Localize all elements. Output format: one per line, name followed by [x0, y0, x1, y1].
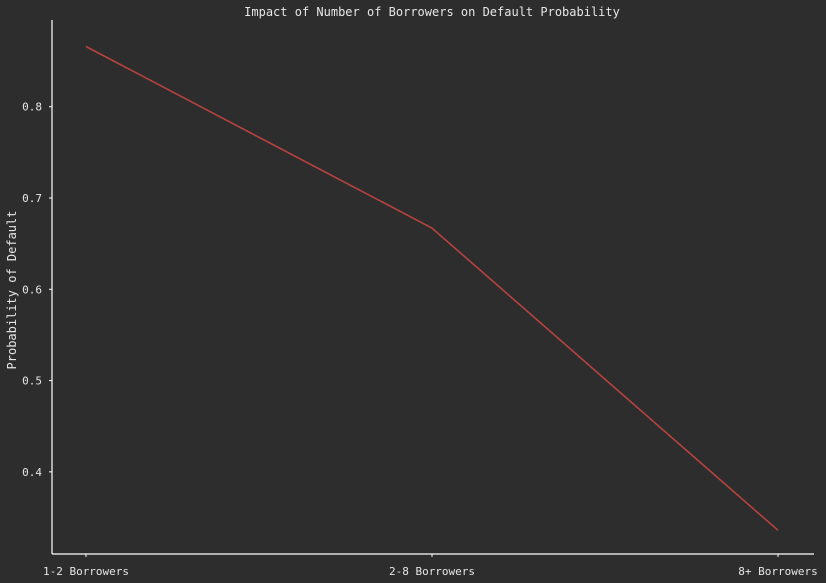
x-tick-group: 1-2 Borrowers 2-8 Borrowers 8+ Borrowers	[43, 554, 818, 578]
y-tick-label: 0.5	[22, 375, 42, 388]
x-tick-label: 1-2 Borrowers	[43, 565, 129, 578]
y-tick-group: 0.4 0.5 0.6 0.7 0.8	[22, 101, 52, 479]
chart-title: Impact of Number of Borrowers on Default…	[244, 5, 620, 19]
y-tick-label: 0.7	[22, 192, 42, 205]
x-tick-label: 8+ Borrowers	[738, 565, 817, 578]
series-line	[85, 45, 779, 531]
series-group	[85, 45, 779, 531]
y-tick-label: 0.4	[22, 466, 42, 479]
y-tick-label: 0.6	[22, 283, 42, 296]
y-axis-label: Probability of Default	[5, 211, 19, 370]
y-tick-label: 0.8	[22, 101, 42, 114]
x-tick-label: 2-8 Borrowers	[389, 565, 475, 578]
